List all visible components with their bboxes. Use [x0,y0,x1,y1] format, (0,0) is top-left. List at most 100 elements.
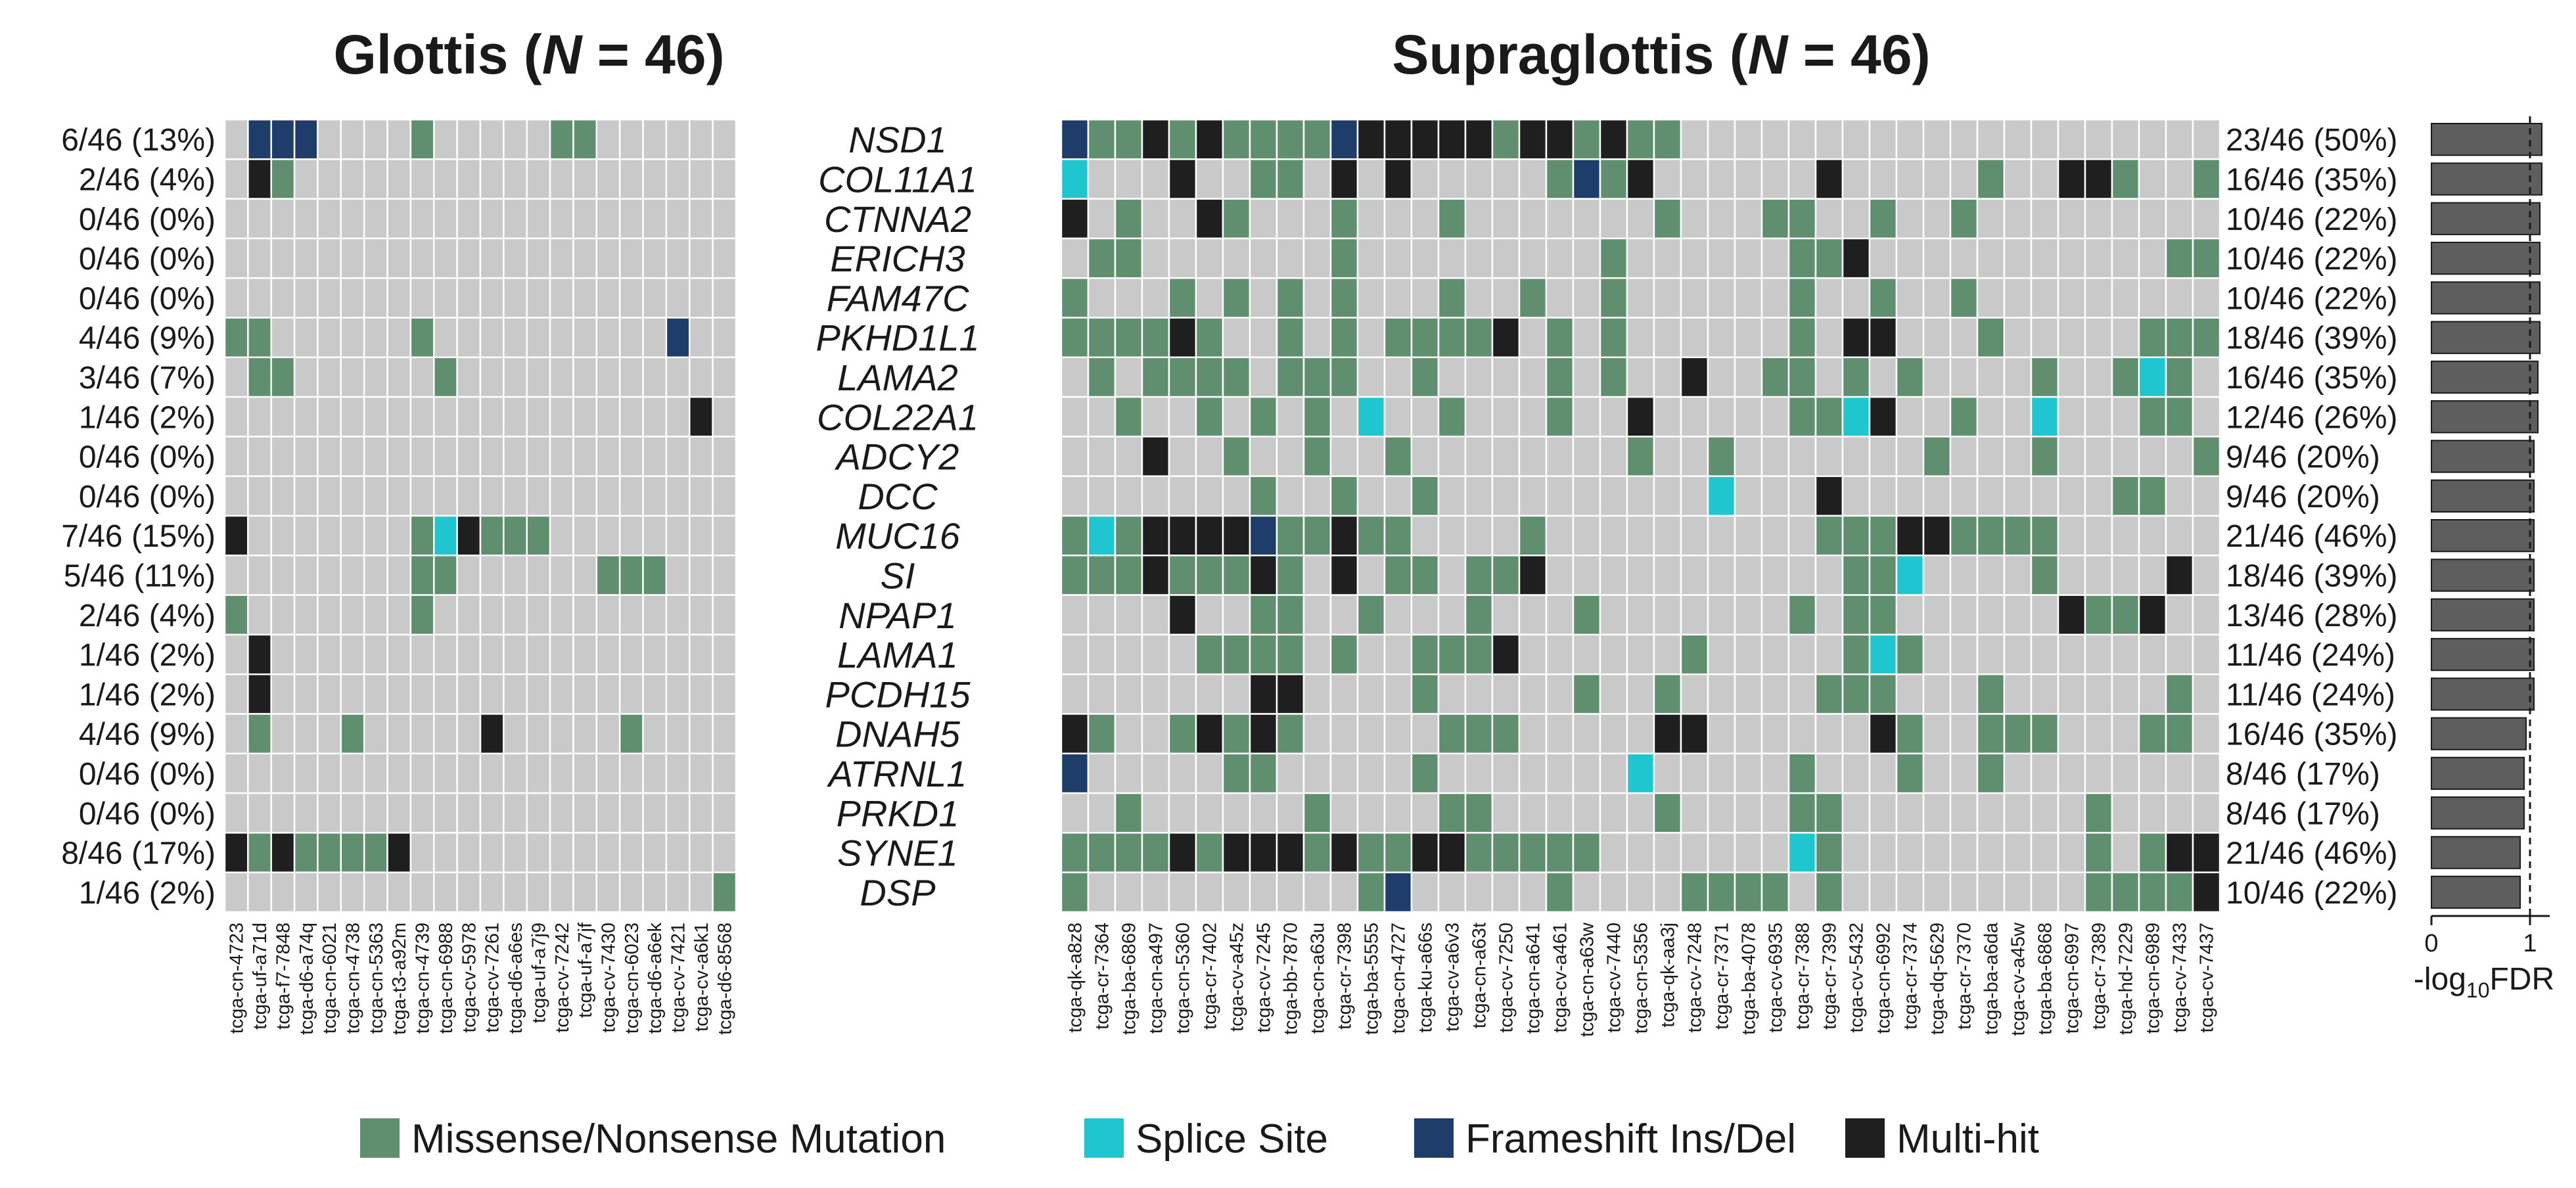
supraglottis-cell-prkd1-tcga-cr-7388 [1787,792,1817,834]
supraglottis-cell-muc16-tcga-cr-7402 [1195,514,1224,557]
glottis-cell-dnah5-tcga-d6-a74q [293,713,319,755]
supraglottis-cell-lama1-tcga-cn-4727 [1383,633,1413,675]
supraglottis-cell-pcdh15-tcga-cn-a641 [1518,673,1548,715]
glottis-sample-label: tcga-d6-a6es [505,923,526,1034]
supraglottis-cell-nsd1-tcga-ba-6868 [2030,118,2059,160]
glottis-cell-prkd1-tcga-cv-7261 [479,792,505,834]
supraglottis-cell-muc16-tcga-cr-7389 [2084,514,2113,557]
glottis-cell-col22a1-tcga-cn-4739 [409,396,435,438]
glottis-cell-lama2-tcga-uf-a7j9 [526,356,551,398]
glottis-sample-label: tcga-uf-a71d [250,923,271,1030]
glottis-cell-atrnl1-tcga-d6-a6es [503,752,528,794]
glottis-cell-erich3-tcga-d6-a6ek [642,237,668,279]
glottis-cell-lama2-tcga-uf-a71d [247,356,272,398]
legend-swatch-m [360,1118,400,1158]
glottis-cell-si-tcga-cn-6021 [317,555,342,596]
supraglottis-cell-atrnl1-tcga-bb-7870 [1276,752,1305,794]
supraglottis-cell-dsp-tcga-qk-a8z8 [1060,871,1090,913]
glottis-cell-col22a1-tcga-uf-a7jf [572,396,598,438]
glottis-cell-muc16-tcga-cv-5978 [456,514,482,557]
supraglottis-cell-muc16-tcga-cr-7371 [1707,514,1736,557]
supraglottis-cell-dcc-tcga-cv-7437 [2192,475,2221,517]
supraglottis-cell-fam47c-tcga-dq-5629 [1922,277,1952,319]
supraglottis-cell-si-tcga-cv-7433 [2165,555,2194,596]
glottis-cell-muc16-tcga-d6-a74q [293,514,319,557]
glottis-cell-muc16-tcga-cv-a6k1 [689,514,714,557]
supraglottis-cell-prkd1-tcga-ba-5555 [1356,792,1386,834]
supraglottis-cell-si-tcga-cr-7398 [1329,555,1359,596]
supraglottis-cell-adcy2-tcga-ba-6869 [1114,436,1143,477]
glottis-cell-col11a1-tcga-cv-5978 [456,158,482,200]
supraglottis-cell-lama1-tcga-cr-7388 [1787,633,1817,675]
supraglottis-cell-dnah5-tcga-cr-7399 [1814,713,1844,755]
glottis-sample-label: tcga-cn-6021 [319,923,340,1034]
supraglottis-cell-npap1-tcga-cn-a497 [1141,594,1170,636]
supraglottis-cell-lama2-tcga-bb-7870 [1276,356,1305,398]
supraglottis-cell-atrnl1-tcga-cv-a461 [1545,752,1575,794]
glottis-cell-si-tcga-cn-5363 [363,555,388,596]
supraglottis-cell-dsp-tcga-cv-7250 [1491,871,1521,913]
supraglottis-cell-atrnl1-tcga-cr-7398 [1329,752,1359,794]
glottis-cell-lama1-tcga-t3-a92m [386,633,412,675]
supraglottis-sample-label: tcga-cr-7402 [1200,923,1221,1030]
glottis-cell-syne1-tcga-cn-6023 [618,832,644,873]
glottis-cell-adcy2-tcga-cv-7430 [595,436,621,477]
glottis-cell-adcy2-tcga-d6-a74q [293,436,319,477]
glottis-cell-col11a1-tcga-uf-a71d [247,158,272,200]
supraglottis-cell-fam47c-tcga-qk-aa3j [1653,277,1682,319]
supraglottis-cell-npap1-tcga-cn-6992 [1868,594,1898,636]
supraglottis-cell-lama2-tcga-qk-a8z8 [1060,356,1090,398]
supraglottis-cell-npap1-tcga-qk-aa3j [1653,594,1682,636]
supraglottis-cell-npap1-tcga-cv-a45w [2003,594,2033,636]
supraglottis-cell-pcdh15-tcga-dq-5629 [1922,673,1952,715]
supraglottis-cell-nsd1-tcga-cr-7402 [1195,118,1224,160]
supraglottis-frequency-label: 9/46 (20%) [2226,480,2380,514]
supraglottis-cell-dsp-tcga-cr-7370 [1949,871,1979,913]
supraglottis-cell-dcc-tcga-ku-a66s [1410,475,1440,517]
glottis-cell-nsd1-tcga-d6-a6ek [642,118,668,160]
glottis-cell-erich3-tcga-t3-a92m [386,237,412,279]
supraglottis-cell-atrnl1-tcga-cn-a497 [1141,752,1170,794]
supraglottis-cell-erich3-tcga-cr-7398 [1329,237,1359,279]
supraglottis-cell-dsp-tcga-cv-7248 [1680,871,1709,913]
glottis-cell-muc16-tcga-uf-a71d [247,514,272,557]
supraglottis-cell-atrnl1-tcga-cv-7433 [2165,752,2194,794]
supraglottis-cell-npap1-tcga-cr-7371 [1707,594,1736,636]
supraglottis-sample-label: tcga-cn-4727 [1389,923,1410,1034]
supraglottis-cell-adcy2-tcga-bb-7870 [1276,436,1305,477]
glottis-cell-syne1-tcga-cv-a6k1 [689,832,714,873]
glottis-cell-ctnna2-tcga-f7-7848 [270,198,296,240]
supraglottis-sample-label: tcga-ku-a66s [1415,923,1437,1033]
supraglottis-sample-label: tcga-ba-a6da [1981,922,2002,1035]
supraglottis-cell-erich3-tcga-cv-7245 [1249,237,1278,279]
supraglottis-cell-dsp-tcga-dq-5629 [1922,871,1952,913]
glottis-cell-si-tcga-d6-a6ek [642,555,668,596]
supraglottis-cell-erich3-tcga-qk-a8z8 [1060,237,1090,279]
glottis-cell-col11a1-tcga-cv-7421 [665,158,691,200]
glottis-cell-dsp-tcga-f7-7848 [270,871,296,913]
supraglottis-cell-col22a1-tcga-cr-7364 [1087,396,1116,438]
gene-label-pcdh15: PCDH15 [825,674,971,715]
supraglottis-cell-atrnl1-tcga-cv-7440 [1599,752,1628,794]
glottis-cell-lama1-tcga-cn-6023 [618,633,644,675]
glottis-cell-pcdh15-tcga-cn-4738 [340,673,365,715]
supraglottis-cell-dnah5-tcga-cn-a497 [1141,713,1170,755]
supraglottis-sample-label: tcga-ba-5555 [1362,923,1383,1035]
supraglottis-sample-label: tcga-cn-a63u [1308,923,1329,1034]
supraglottis-frequency-label: 18/46 (39%) [2226,321,2398,356]
supraglottis-cell-prkd1-tcga-cv-a45w [2003,792,2033,834]
supraglottis-cell-dcc-tcga-bb-7870 [1276,475,1305,517]
supraglottis-cell-prkd1-tcga-ba-a6da [1976,792,2006,834]
supraglottis-cell-dsp-tcga-cv-7433 [2165,871,2194,913]
supraglottis-cell-dcc-tcga-cr-7371 [1707,475,1736,517]
supraglottis-cell-pcdh15-tcga-cr-7399 [1814,673,1844,715]
glottis-cell-dsp-tcga-cn-4738 [340,871,365,913]
supraglottis-cell-muc16-tcga-dq-5629 [1922,514,1952,557]
supraglottis-cell-adcy2-tcga-cn-a63u [1302,436,1332,477]
glottis-sample-label: tcga-cn-6023 [622,923,643,1034]
supraglottis-cell-col22a1-tcga-cv-7440 [1599,396,1628,438]
glottis-cell-ctnna2-tcga-t3-a92m [386,198,412,240]
supraglottis-cell-si-tcga-cn-6992 [1868,555,1898,596]
glottis-cell-pkhd1l1-tcga-cv-7430 [595,317,621,359]
supraglottis-cell-atrnl1-tcga-cv-7250 [1491,752,1521,794]
